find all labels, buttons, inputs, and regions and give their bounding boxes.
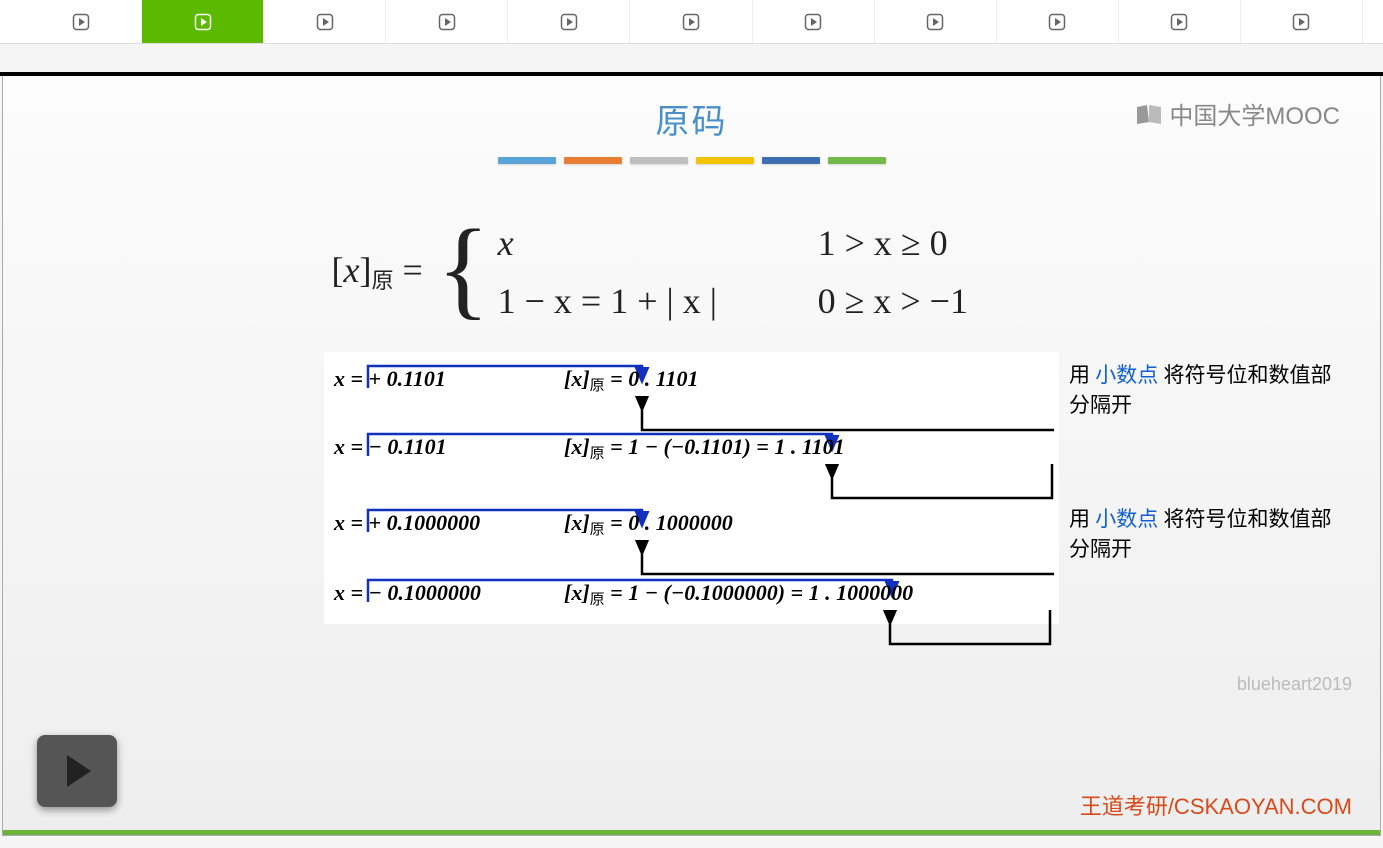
ex-lhs: x = + 0.1101: [334, 366, 446, 391]
mooc-logo: 中国大学MOOC: [1135, 96, 1340, 131]
video-tab-8[interactable]: [997, 0, 1119, 43]
video-tab-4[interactable]: [508, 0, 630, 43]
video-tab-9[interactable]: [1119, 0, 1241, 43]
play-icon: [57, 751, 97, 791]
color-bar: [696, 157, 754, 164]
example-row: x = + 0.1101 [x]原 = 0 . 1101 用 小数点 将符号位和…: [334, 366, 1049, 408]
video-tab-0[interactable]: [20, 0, 142, 43]
example-note: 用 小数点 将符号位和数值部分隔开: [1069, 504, 1339, 564]
video-tab-3[interactable]: [386, 0, 508, 43]
example-row: x = − 0.1101 [x]原 = 1 − (−0.1101) = 1 . …: [334, 434, 1049, 476]
video-tab-5[interactable]: [630, 0, 752, 43]
case2-expr: 1 − x = 1 + | x |: [498, 280, 818, 322]
slide: 中国大学MOOC 原码 [x]原 = { x 1 > x ≥ 0 1 − x =…: [2, 76, 1381, 836]
case1-cond: 1 > x ≥ 0: [818, 222, 1078, 264]
examples-panel: x = + 0.1101 [x]原 = 0 . 1101 用 小数点 将符号位和…: [324, 352, 1059, 624]
video-tabs: [0, 0, 1383, 44]
play-button[interactable]: [37, 735, 117, 807]
book-icon: [1135, 103, 1163, 125]
footer-link: 王道考研/CSKAOYAN.COM: [1080, 789, 1352, 821]
color-bar: [630, 157, 688, 164]
video-tab-10[interactable]: [1241, 0, 1363, 43]
case1-expr: x: [498, 222, 818, 264]
video-tab-6[interactable]: [753, 0, 875, 43]
example-row: x = − 0.1000000 [x]原 = 1 − (−0.1000000) …: [334, 580, 1049, 622]
color-bar: [564, 157, 622, 164]
video-tab-7[interactable]: [875, 0, 997, 43]
color-bar: [498, 157, 556, 164]
color-bar: [828, 157, 886, 164]
ex-lhs: x = − 0.1101: [334, 434, 447, 459]
video-tab-1[interactable]: [142, 0, 264, 43]
main-formula: [x]原 = { x 1 > x ≥ 0 1 − x = 1 + | x | 0…: [332, 214, 1052, 330]
logo-text: 中国大学MOOC: [1169, 96, 1340, 131]
watermark: blueheart2019: [1237, 674, 1352, 695]
color-bars: [3, 157, 1380, 164]
color-bar: [762, 157, 820, 164]
video-tab-2[interactable]: [264, 0, 386, 43]
example-row: x = + 0.1000000 [x]原 = 0 . 1000000 用 小数点…: [334, 510, 1049, 552]
ex-lhs: x = + 0.1000000: [334, 510, 480, 535]
progress-bar[interactable]: [3, 830, 1380, 835]
example-note: 用 小数点 将符号位和数值部分隔开: [1069, 360, 1339, 420]
case2-cond: 0 ≥ x > −1: [818, 280, 1078, 322]
ex-lhs: x = − 0.1000000: [334, 580, 481, 605]
